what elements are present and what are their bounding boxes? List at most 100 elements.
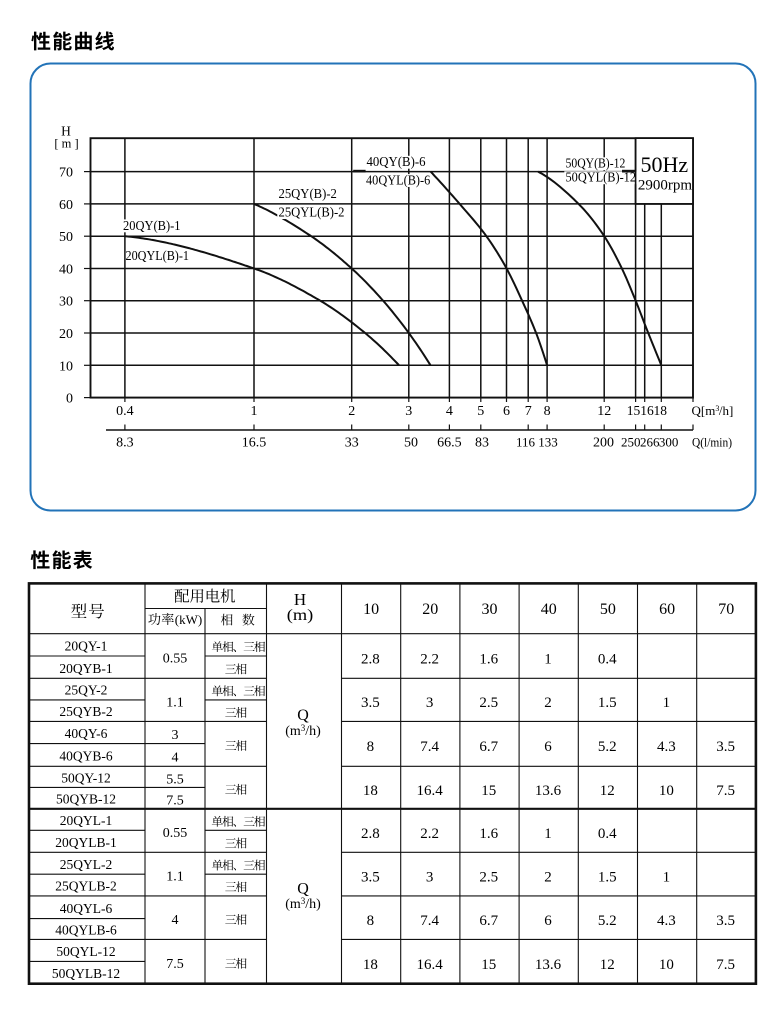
svg-text:50: 50 xyxy=(404,436,418,451)
svg-text:20QY(B)-1: 20QY(B)-1 xyxy=(123,218,181,233)
svg-text:1.6: 1.6 xyxy=(479,651,498,667)
svg-text:4: 4 xyxy=(172,913,179,928)
svg-text:7.5: 7.5 xyxy=(166,794,184,809)
svg-text:0.55: 0.55 xyxy=(163,652,188,667)
svg-text:H: H xyxy=(294,590,306,609)
svg-text:2.8: 2.8 xyxy=(361,826,380,842)
svg-text:0.55: 0.55 xyxy=(163,826,188,841)
svg-text:7.5: 7.5 xyxy=(716,783,735,799)
svg-text:(m3/h): (m3/h) xyxy=(285,896,321,912)
svg-text:20QYB-1: 20QYB-1 xyxy=(59,661,112,676)
svg-text:50QYL(B)-12: 50QYL(B)-12 xyxy=(566,170,637,185)
svg-text:6.7: 6.7 xyxy=(479,913,498,929)
svg-text:0: 0 xyxy=(66,392,73,407)
svg-text:3.5: 3.5 xyxy=(716,739,735,755)
svg-text:18: 18 xyxy=(363,957,378,973)
svg-text:16.4: 16.4 xyxy=(416,783,443,799)
svg-text:H: H xyxy=(61,124,71,139)
svg-text:40: 40 xyxy=(541,601,557,618)
svg-text:6: 6 xyxy=(503,404,510,419)
svg-text:6: 6 xyxy=(544,913,552,929)
svg-text:8: 8 xyxy=(367,913,375,929)
svg-text:40QY(B)-6: 40QY(B)-6 xyxy=(367,154,426,169)
svg-text:16: 16 xyxy=(640,403,654,418)
svg-text:50QYB-12: 50QYB-12 xyxy=(56,792,116,807)
svg-text:200: 200 xyxy=(593,436,614,451)
svg-text:40QYL-6: 40QYL-6 xyxy=(60,901,113,916)
svg-text:20: 20 xyxy=(59,327,73,342)
svg-text:30: 30 xyxy=(59,295,73,310)
svg-text:1: 1 xyxy=(663,870,671,886)
svg-text:15: 15 xyxy=(481,783,496,799)
svg-text:40QYL(B)-6: 40QYL(B)-6 xyxy=(366,173,431,188)
svg-text:2: 2 xyxy=(348,404,355,419)
svg-text:1: 1 xyxy=(663,695,671,711)
svg-text:70: 70 xyxy=(718,601,734,618)
svg-text:4: 4 xyxy=(172,751,179,766)
svg-text:5.5: 5.5 xyxy=(166,772,184,787)
svg-text:3.5: 3.5 xyxy=(361,695,380,711)
svg-text:50: 50 xyxy=(600,601,616,618)
svg-text:Q(l/min): Q(l/min) xyxy=(692,435,732,450)
svg-text:66.5: 66.5 xyxy=(437,436,462,451)
svg-text:0.4: 0.4 xyxy=(598,826,617,842)
svg-text:50QYLB-12: 50QYLB-12 xyxy=(52,966,120,981)
svg-text:20QYLB-1: 20QYLB-1 xyxy=(55,835,117,850)
svg-text:1: 1 xyxy=(544,651,552,667)
svg-text:60: 60 xyxy=(659,601,675,618)
svg-text:50QYL-12: 50QYL-12 xyxy=(56,944,115,959)
svg-text:20QY-1: 20QY-1 xyxy=(65,639,108,654)
svg-text:2900rpm: 2900rpm xyxy=(638,178,692,194)
svg-text:2.5: 2.5 xyxy=(479,695,498,711)
svg-text:1.6: 1.6 xyxy=(479,826,498,842)
svg-text:3.5: 3.5 xyxy=(361,870,380,886)
svg-text:25QYLB-2: 25QYLB-2 xyxy=(55,879,117,894)
svg-text:1.5: 1.5 xyxy=(598,870,617,886)
svg-text:83: 83 xyxy=(475,436,489,451)
svg-text:15: 15 xyxy=(481,957,496,973)
svg-text:3.5: 3.5 xyxy=(716,913,735,929)
svg-text:60: 60 xyxy=(59,198,73,213)
svg-text:7.5: 7.5 xyxy=(166,957,184,972)
svg-text:4.3: 4.3 xyxy=(657,913,676,929)
svg-text:(kW): (kW) xyxy=(175,612,202,627)
svg-text:2.5: 2.5 xyxy=(479,870,498,886)
svg-text:8.3: 8.3 xyxy=(116,436,134,451)
svg-text:5.2: 5.2 xyxy=(598,739,617,755)
svg-text:10: 10 xyxy=(659,957,674,973)
svg-text:4.3: 4.3 xyxy=(657,739,676,755)
svg-text:2.2: 2.2 xyxy=(420,826,439,842)
svg-text:7.4: 7.4 xyxy=(420,739,439,755)
svg-text:33: 33 xyxy=(345,436,359,451)
svg-text:6: 6 xyxy=(544,739,552,755)
svg-text:40QY-6: 40QY-6 xyxy=(65,726,108,741)
svg-text:13.6: 13.6 xyxy=(535,957,562,973)
svg-text:40QYLB-6: 40QYLB-6 xyxy=(55,923,117,938)
svg-text:25QY(B)-2: 25QY(B)-2 xyxy=(279,186,337,201)
svg-text:7.5: 7.5 xyxy=(716,957,735,973)
svg-text:1.1: 1.1 xyxy=(166,695,184,710)
svg-text:10: 10 xyxy=(59,359,73,374)
svg-text:Q[m3/h]: Q[m3/h] xyxy=(692,403,734,418)
svg-text:25QY-2: 25QY-2 xyxy=(65,683,108,698)
svg-text:12: 12 xyxy=(597,404,611,419)
svg-text:1: 1 xyxy=(251,404,258,419)
svg-text:12: 12 xyxy=(600,957,615,973)
svg-text:5: 5 xyxy=(477,404,484,419)
svg-text:50QY(B)-12: 50QY(B)-12 xyxy=(566,156,626,171)
svg-text:2.8: 2.8 xyxy=(361,651,380,667)
svg-text:12: 12 xyxy=(600,783,615,799)
svg-text:[ m ]: [ m ] xyxy=(54,137,78,151)
svg-text:10: 10 xyxy=(363,601,379,618)
svg-text:7: 7 xyxy=(525,404,532,419)
svg-text:8: 8 xyxy=(544,404,551,419)
svg-text:10: 10 xyxy=(659,783,674,799)
svg-text:7.4: 7.4 xyxy=(420,913,439,929)
svg-text:16.4: 16.4 xyxy=(416,957,443,973)
svg-text:2: 2 xyxy=(544,870,552,886)
svg-text:4: 4 xyxy=(446,404,453,419)
svg-text:20: 20 xyxy=(422,601,438,618)
svg-text:16.5: 16.5 xyxy=(242,436,267,451)
svg-text:116: 116 xyxy=(516,435,536,450)
svg-text:2.2: 2.2 xyxy=(420,651,439,667)
